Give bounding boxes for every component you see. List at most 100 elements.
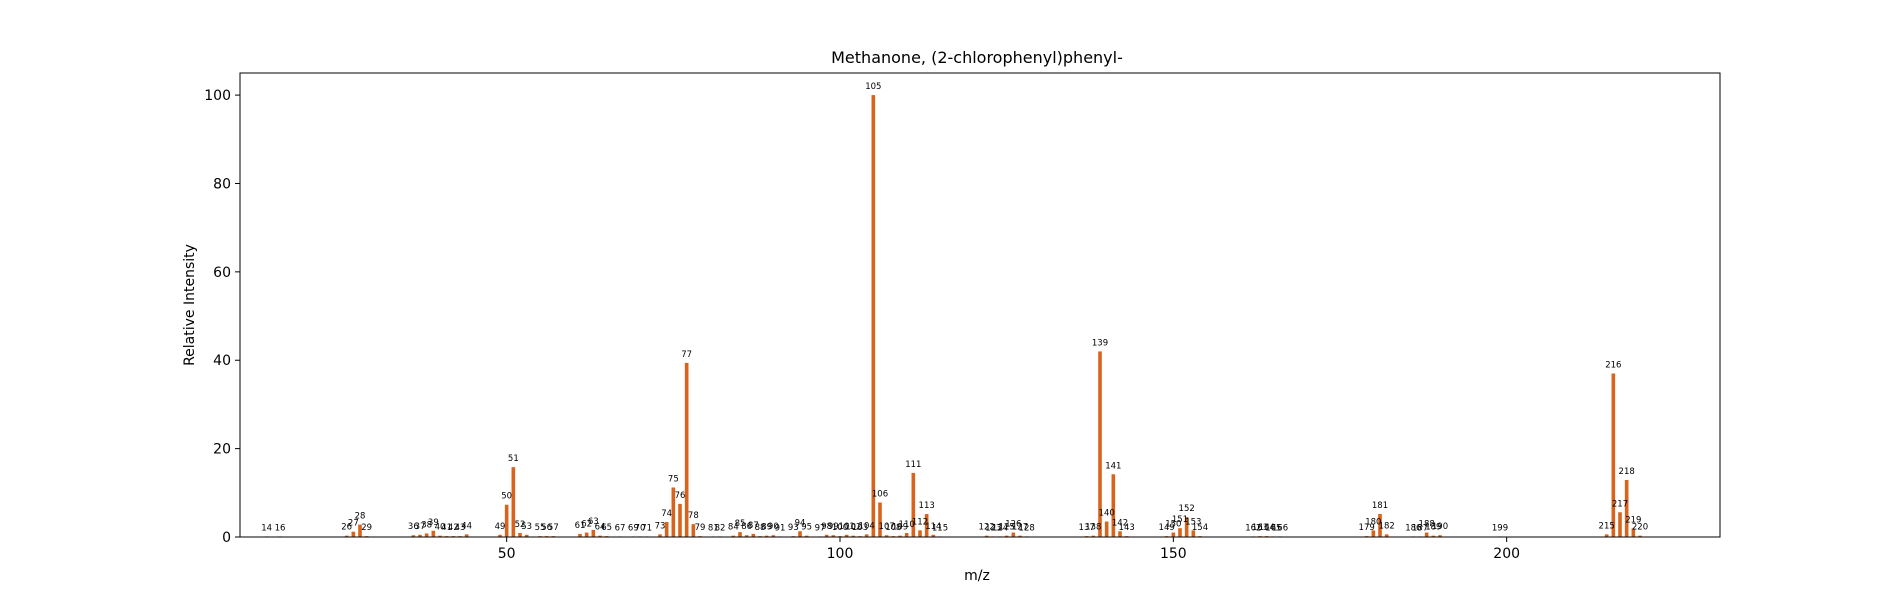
- data-label-mz-102: 102: [845, 523, 861, 533]
- data-label-mz-52: 52: [515, 520, 526, 530]
- bar-mz-140: [1104, 521, 1109, 537]
- bar-mz-126: [1011, 532, 1016, 537]
- bar-mz-112: [918, 530, 922, 537]
- data-label-mz-73: 73: [655, 521, 666, 531]
- y-tick-label-60: 60: [213, 265, 231, 281]
- bar-mz-52: [518, 533, 522, 537]
- bar-mz-63: [591, 529, 596, 537]
- data-label-mz-53: 53: [521, 522, 532, 532]
- plot-frame: [239, 72, 1721, 538]
- bar-mz-182: [1384, 534, 1389, 537]
- data-label-mz-75: 75: [668, 475, 679, 485]
- data-label-mz-107: 107: [879, 522, 895, 532]
- bar-mz-99: [831, 535, 836, 537]
- bar-mz-27: [351, 531, 356, 537]
- data-label-mz-26: 26: [341, 523, 352, 533]
- chart-title: Methanone, (2-chlorophenyl)phenyl-: [831, 48, 1123, 67]
- data-label-mz-74: 74: [661, 509, 672, 519]
- data-label-mz-139: 139: [1092, 338, 1108, 348]
- x-tick-label-200: 200: [1493, 546, 1520, 562]
- data-label-mz-143: 143: [1119, 523, 1135, 533]
- data-label-mz-42: 42: [448, 523, 459, 533]
- data-label-mz-40: 40: [435, 523, 446, 533]
- data-label-mz-100: 100: [832, 523, 848, 533]
- data-label-mz-137: 137: [1079, 523, 1095, 533]
- y-tick-label-100: 100: [204, 88, 231, 104]
- data-label-mz-113: 113: [919, 501, 935, 511]
- data-label-mz-51: 51: [508, 454, 519, 464]
- bar-mz-153: [1191, 530, 1196, 537]
- data-label-mz-103: 103: [852, 523, 868, 533]
- bar-mz-89: [764, 535, 769, 537]
- data-label-mz-149: 149: [1159, 523, 1175, 533]
- data-label-mz-85: 85: [735, 519, 746, 529]
- bar-mz-62: [584, 532, 589, 537]
- bar-mz-44: [464, 534, 469, 537]
- bar-mz-102: [851, 535, 856, 537]
- data-label-mz-127: 127: [1012, 523, 1028, 533]
- data-label-mz-109: 109: [892, 523, 908, 533]
- bar-mz-180: [1371, 530, 1376, 537]
- data-label-mz-151: 151: [1172, 515, 1188, 525]
- bar-mz-73: [658, 534, 662, 537]
- bar-mz-150: [1171, 532, 1176, 537]
- data-label-mz-77: 77: [681, 350, 692, 360]
- data-label-mz-142: 142: [1112, 518, 1128, 528]
- data-label-mz-44: 44: [461, 521, 472, 531]
- data-label-mz-216: 216: [1605, 361, 1621, 371]
- data-label-mz-98: 98: [821, 522, 832, 532]
- data-label-mz-89: 89: [761, 523, 772, 533]
- data-label-mz-27: 27: [348, 519, 359, 529]
- data-label-mz-188: 188: [1419, 520, 1435, 530]
- data-label-mz-162: 162: [1245, 523, 1261, 533]
- bar-mz-78: [691, 524, 696, 537]
- bar-mz-40: [438, 535, 442, 537]
- data-label-mz-49: 49: [495, 522, 506, 532]
- bar-mz-188: [1424, 532, 1429, 537]
- data-label-mz-152: 152: [1179, 504, 1195, 514]
- bar-mz-216: [1611, 373, 1616, 537]
- bar-mz-50: [504, 504, 509, 537]
- bar-mz-94: [798, 531, 802, 537]
- data-label-mz-179: 179: [1359, 523, 1375, 533]
- y-tick-label-20: 20: [213, 442, 231, 458]
- bar-mz-189: [1431, 535, 1436, 537]
- bar-mz-38: [424, 533, 429, 537]
- bar-mz-218: [1624, 479, 1629, 537]
- bar-mz-190: [1438, 535, 1442, 537]
- data-label-mz-199: 199: [1492, 523, 1508, 533]
- data-label-mz-154: 154: [1192, 523, 1208, 533]
- bar-mz-36: [411, 535, 416, 537]
- data-label-mz-87: 87: [748, 521, 759, 531]
- data-label-mz-61: 61: [575, 521, 586, 531]
- data-label-mz-28: 28: [355, 512, 366, 522]
- bar-mz-37: [418, 534, 422, 537]
- data-label-mz-94: 94: [795, 518, 806, 528]
- bar-mz-181: [1378, 514, 1382, 537]
- bar-mz-142: [1118, 531, 1122, 537]
- bar-mz-114: [931, 534, 936, 537]
- x-tick-label-150: 150: [1160, 546, 1187, 562]
- data-label-mz-190: 190: [1432, 522, 1448, 532]
- data-label-mz-150: 150: [1165, 520, 1181, 530]
- bar-mz-90: [771, 535, 776, 537]
- data-label-mz-64: 64: [595, 523, 606, 533]
- y-axis-label: Relative Intensity: [182, 244, 198, 366]
- data-label-mz-182: 182: [1379, 521, 1395, 531]
- data-label-mz-50: 50: [501, 492, 512, 502]
- data-label-mz-84: 84: [728, 523, 739, 533]
- data-label-mz-106: 106: [872, 490, 888, 500]
- data-label-mz-101: 101: [839, 522, 855, 532]
- data-label-mz-65: 65: [601, 523, 612, 533]
- bar-mz-76: [678, 503, 682, 537]
- data-label-mz-108: 108: [885, 523, 901, 533]
- data-label-mz-110: 110: [899, 520, 915, 530]
- x-tick-label-50: 50: [498, 546, 516, 562]
- data-label-mz-81: 81: [708, 523, 719, 533]
- data-label-mz-41: 41: [441, 523, 452, 533]
- bars-layer: [264, 95, 1642, 537]
- bar-mz-111: [911, 472, 916, 537]
- data-label-mz-43: 43: [455, 523, 466, 533]
